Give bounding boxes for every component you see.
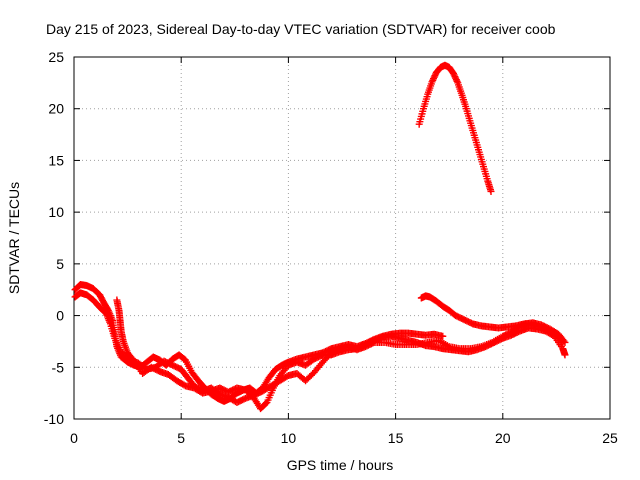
grid [74, 57, 610, 419]
data-point [452, 74, 460, 82]
data-point [451, 73, 459, 81]
data-point [561, 351, 569, 359]
data-point [453, 77, 461, 85]
data-point [452, 76, 460, 84]
series-track-b [71, 289, 567, 406]
x-axis-label: GPS time / hours [287, 457, 394, 473]
data-point [439, 332, 447, 340]
x-tick-label: 25 [602, 430, 618, 446]
y-tick-label: 15 [48, 152, 64, 168]
series-track-e [415, 61, 495, 195]
y-axis-label: SDTVAR / TECUs [6, 182, 22, 294]
plot-frame [73, 56, 611, 420]
series-track-c [113, 296, 569, 413]
data-point [429, 75, 437, 83]
data-point [430, 73, 438, 81]
data-point [561, 338, 569, 346]
x-tick-label: 0 [70, 430, 78, 446]
data-point [560, 337, 568, 345]
x-tick-label: 15 [388, 430, 404, 446]
y-tick-label: 10 [48, 204, 64, 220]
data-point [449, 70, 457, 78]
y-tick-label: 20 [48, 101, 64, 117]
chart-title: Day 215 of 2023, Sidereal Day-to-day VTE… [46, 21, 556, 37]
x-tick-label: 5 [177, 430, 185, 446]
data-point [431, 72, 439, 80]
y-tick-label: 5 [56, 256, 64, 272]
y-tick-label: -10 [44, 411, 64, 427]
series-track-d [417, 292, 569, 346]
y-tick-label: 0 [56, 308, 64, 324]
data-point [429, 76, 437, 84]
data-point [450, 71, 458, 79]
x-tick-label: 10 [281, 430, 297, 446]
data-point [428, 78, 436, 86]
x-tick-label: 20 [495, 430, 511, 446]
axis-ticks: 0 5 10 15 20 25 -10 -5 0 5 10 15 20 25 [44, 49, 618, 446]
data-point [487, 187, 495, 195]
data-points [71, 61, 569, 413]
y-tick-label: 25 [48, 49, 64, 65]
y-tick-label: -5 [52, 359, 65, 375]
